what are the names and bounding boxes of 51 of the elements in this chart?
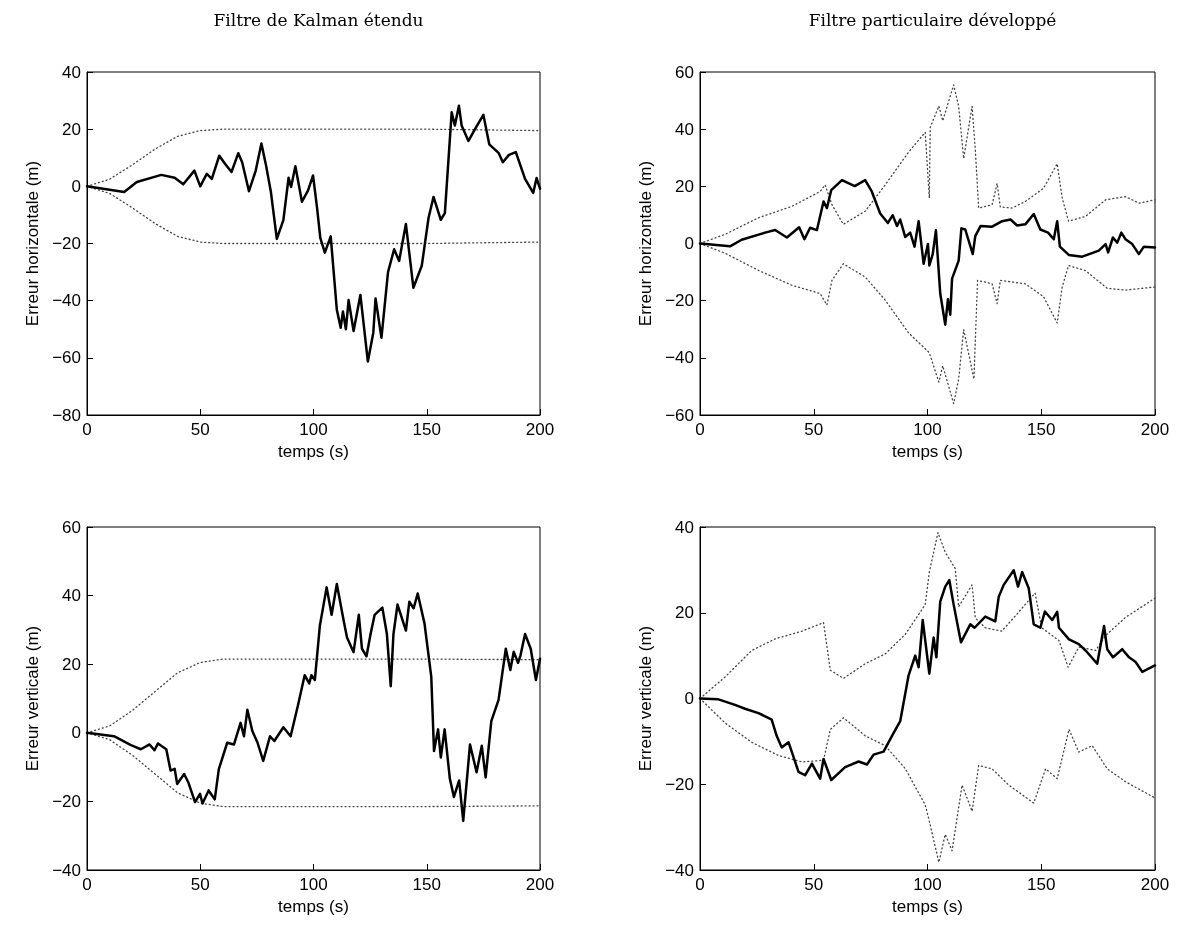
y-tick-label: 20	[675, 176, 694, 196]
y-tick-label: −40	[665, 860, 694, 880]
y-tick-label: 0	[684, 689, 694, 708]
y-tick-label: −40	[665, 348, 694, 368]
x-axis-title: temps (s)	[892, 896, 963, 916]
x-tick-label: 150	[1027, 875, 1056, 894]
x-tick-label: 50	[190, 875, 210, 894]
y-tick-label: −60	[665, 405, 694, 425]
chart-title: Filtre particulaire développé	[808, 9, 1057, 30]
y-tick-label: 40	[62, 586, 81, 606]
y-tick-label: 20	[62, 119, 81, 139]
x-tick-label: 100	[913, 420, 942, 439]
y-tick-label: −40	[52, 860, 81, 880]
y-tick-label: 20	[675, 603, 694, 623]
y-tick-label: −60	[52, 348, 81, 368]
y-tick-label: 0	[684, 234, 694, 253]
x-tick-label: 100	[913, 875, 942, 894]
y-tick-label: 60	[62, 517, 81, 537]
y-tick-label: −80	[52, 405, 81, 425]
x-axis-title: temps (s)	[278, 441, 349, 461]
y-tick-label: −20	[52, 791, 81, 811]
y-tick-label: −20	[52, 234, 81, 253]
x-tick-label: 200	[525, 420, 555, 439]
y-tick-label: 20	[62, 654, 81, 674]
y-axis-title: Erreur horizontale (m)	[636, 160, 656, 327]
chart-title: Filtre de Kalman étendu	[213, 9, 424, 30]
x-tick-label: 100	[299, 875, 328, 894]
x-tick-label: 150	[412, 875, 441, 894]
x-tick-label: 50	[190, 420, 210, 439]
x-tick-label: 200	[1140, 875, 1170, 894]
y-axis-title: Erreur verticale (m)	[636, 625, 656, 772]
y-tick-label: 0	[71, 176, 81, 196]
y-tick-label: 40	[675, 517, 694, 537]
x-tick-label: 150	[1027, 420, 1056, 439]
y-tick-label: 60	[675, 62, 694, 82]
y-tick-label: 0	[71, 723, 81, 743]
y-axis-title: Erreur verticale (m)	[23, 625, 43, 772]
x-tick-label: 150	[412, 420, 441, 439]
y-axis-title: Erreur horizontale (m)	[23, 160, 43, 327]
x-tick-label: 200	[1140, 420, 1170, 439]
x-tick-label: 200	[525, 875, 555, 894]
y-tick-label: −40	[52, 291, 81, 311]
y-tick-label: −20	[665, 291, 694, 311]
y-tick-label: 40	[62, 62, 81, 82]
x-axis-title: temps (s)	[278, 896, 349, 916]
y-tick-label: −20	[665, 774, 694, 794]
y-tick-label: 40	[675, 119, 694, 139]
x-tick-label: 100	[299, 420, 328, 439]
x-tick-label: 50	[804, 420, 824, 439]
x-axis-title: temps (s)	[892, 441, 963, 461]
x-tick-label: 50	[804, 875, 824, 894]
